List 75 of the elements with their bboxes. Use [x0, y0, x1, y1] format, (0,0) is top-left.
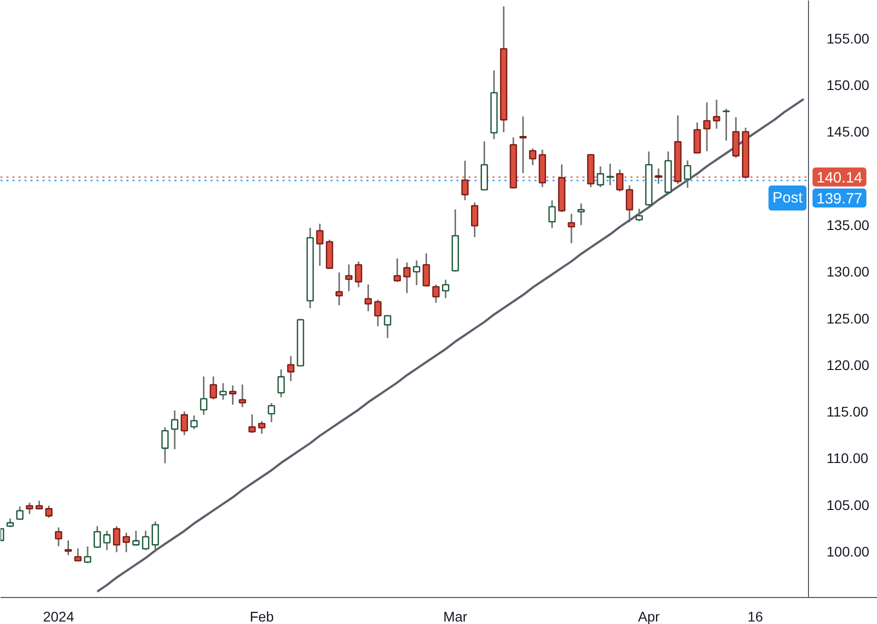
candlestick — [190, 414, 198, 430]
candlestick — [277, 368, 285, 398]
candlestick — [84, 546, 92, 564]
candlestick — [596, 166, 604, 188]
candlestick — [626, 184, 634, 223]
candlestick — [200, 376, 208, 416]
candlestick — [548, 200, 556, 229]
candlestick — [364, 284, 372, 312]
x-tick-label: 2024 — [42, 608, 74, 624]
candlestick — [336, 272, 343, 306]
candlestick — [26, 502, 34, 515]
candlestick — [45, 504, 53, 519]
y-tick-label: 125.00 — [826, 310, 870, 326]
candlestick — [54, 526, 62, 547]
candlestick — [171, 410, 178, 450]
candlestick — [394, 258, 401, 283]
candlestick — [229, 384, 236, 406]
y-tick-label: 110.00 — [826, 450, 868, 466]
candlestick — [703, 102, 711, 152]
candlestick — [103, 530, 111, 551]
y-tick-label: 105.00 — [826, 496, 870, 513]
y-tick-label: 155.00 — [826, 30, 870, 46]
candlestick — [636, 208, 643, 222]
candlestick — [529, 148, 536, 166]
candlestick — [712, 98, 720, 130]
candlestick — [161, 426, 169, 464]
candlestick — [132, 530, 140, 547]
x-tick-label: Mar — [443, 608, 468, 624]
y-tick-label: 135.00 — [826, 216, 870, 233]
candlestick — [180, 410, 188, 436]
candlestick — [210, 376, 218, 400]
y-tick-label: 130.00 — [826, 264, 870, 280]
candlestick — [384, 314, 392, 339]
candlestick — [403, 262, 411, 294]
legend-label: 139.77 — [816, 190, 862, 208]
candlestick — [16, 506, 24, 520]
candlestick — [374, 299, 382, 327]
candlestick — [316, 223, 324, 266]
candlestick — [684, 160, 692, 189]
line-series — [96, 98, 805, 593]
candlestick — [432, 284, 440, 304]
ref-line-label: 140.14 — [816, 170, 862, 187]
y-tick-label: 100.00 — [826, 543, 870, 560]
candlestick — [442, 278, 450, 299]
annotation: Post — [772, 190, 804, 207]
x-tick-label: Feb — [250, 608, 274, 624]
candlestick — [238, 384, 246, 408]
candlestick — [142, 530, 150, 551]
candlestick — [94, 525, 101, 548]
candlestick — [219, 382, 227, 401]
candlestick — [722, 108, 730, 142]
candlestick — [568, 213, 576, 244]
candlestick — [354, 260, 362, 288]
candlestick — [268, 402, 276, 423]
candlestick — [519, 116, 527, 174]
candlestick — [64, 540, 72, 556]
candlestick — [412, 260, 420, 286]
y-tick-label: 145.00 — [826, 124, 870, 140]
candlestick — [287, 355, 294, 382]
candlestick — [74, 548, 82, 562]
candlestick — [112, 525, 120, 553]
candlestick — [345, 264, 353, 292]
candlestick — [694, 122, 701, 154]
y-tick-label: 150.00 — [826, 77, 870, 94]
candlestick — [258, 420, 266, 434]
x-tick-label: 16 — [747, 608, 764, 624]
candlestick — [122, 532, 130, 553]
candlestick — [152, 520, 159, 553]
y-tick-label: 115.00 — [826, 404, 868, 420]
candlestick — [471, 202, 478, 238]
candlestick — [422, 252, 430, 288]
candlestick — [248, 414, 256, 434]
candlestick — [577, 202, 585, 226]
y-tick-label: 120.00 — [826, 356, 870, 373]
candlestick — [606, 162, 614, 186]
